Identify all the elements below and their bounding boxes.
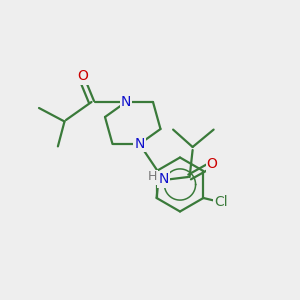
Text: N: N [121,95,131,109]
Text: N: N [158,172,169,186]
Text: O: O [207,157,218,170]
Text: O: O [77,70,88,83]
Text: H: H [148,170,158,184]
Text: Cl: Cl [214,196,228,209]
Text: N: N [134,137,145,151]
